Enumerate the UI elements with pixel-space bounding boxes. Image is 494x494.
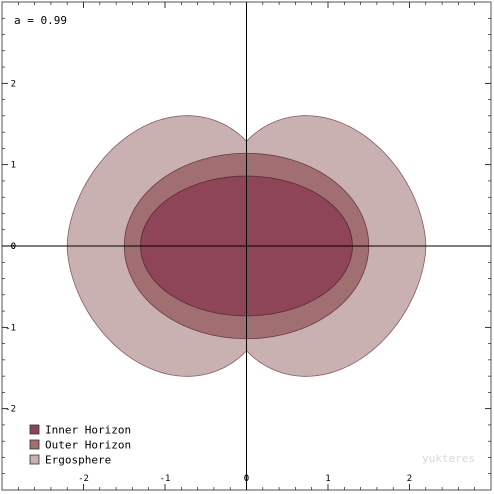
legend: Inner Horizon Outer Horizon Ergosphere <box>29 424 131 467</box>
y-tick-label: 2 <box>11 79 16 89</box>
legend-item-outer-horizon: Outer Horizon <box>29 439 131 452</box>
x-tick-label: 1 <box>325 474 330 484</box>
x-tick-label: 0 <box>244 474 249 484</box>
spin-annotation: a = 0.99 <box>14 14 67 27</box>
y-tick-label: 0 <box>11 242 16 252</box>
legend-item-inner-horizon: Inner Horizon <box>29 424 131 437</box>
x-tick-label: 2 <box>407 474 412 484</box>
watermark: yukteres <box>422 452 475 465</box>
legend-label: Outer Horizon <box>45 439 131 452</box>
y-tick-label-origin: 0 <box>11 242 16 252</box>
legend-swatch <box>29 439 40 450</box>
y-tick-label: -1 <box>5 323 16 333</box>
x-tick-label: -2 <box>78 474 89 484</box>
x-tick-label: -1 <box>160 474 171 484</box>
y-tick-label: 1 <box>11 161 16 171</box>
legend-label: Ergosphere <box>45 454 111 467</box>
legend-swatch <box>29 454 40 465</box>
legend-swatch <box>29 424 40 435</box>
x-tick-label-origin: 0 <box>244 474 249 484</box>
y-tick-label: -2 <box>5 405 16 415</box>
legend-label: Inner Horizon <box>45 424 131 437</box>
legend-item-ergosphere: Ergosphere <box>29 454 111 467</box>
